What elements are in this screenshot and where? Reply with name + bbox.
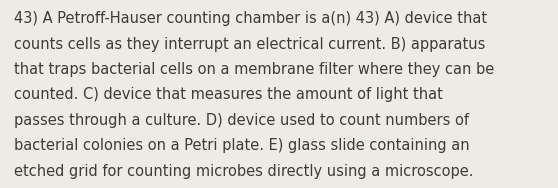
Text: counts cells as they interrupt an electrical current. B) apparatus: counts cells as they interrupt an electr…	[14, 37, 485, 52]
Text: etched grid for counting microbes directly using a microscope.: etched grid for counting microbes direct…	[14, 164, 473, 179]
Text: bacterial colonies on a Petri plate. E) glass slide containing an: bacterial colonies on a Petri plate. E) …	[14, 138, 470, 153]
Text: counted. C) device that measures the amount of light that: counted. C) device that measures the amo…	[14, 87, 443, 102]
Text: passes through a culture. D) device used to count numbers of: passes through a culture. D) device used…	[14, 113, 469, 128]
Text: 43) A Petroff-Hauser counting chamber is a(n) 43) A) device that: 43) A Petroff-Hauser counting chamber is…	[14, 11, 487, 26]
Text: that traps bacterial cells on a membrane filter where they can be: that traps bacterial cells on a membrane…	[14, 62, 494, 77]
